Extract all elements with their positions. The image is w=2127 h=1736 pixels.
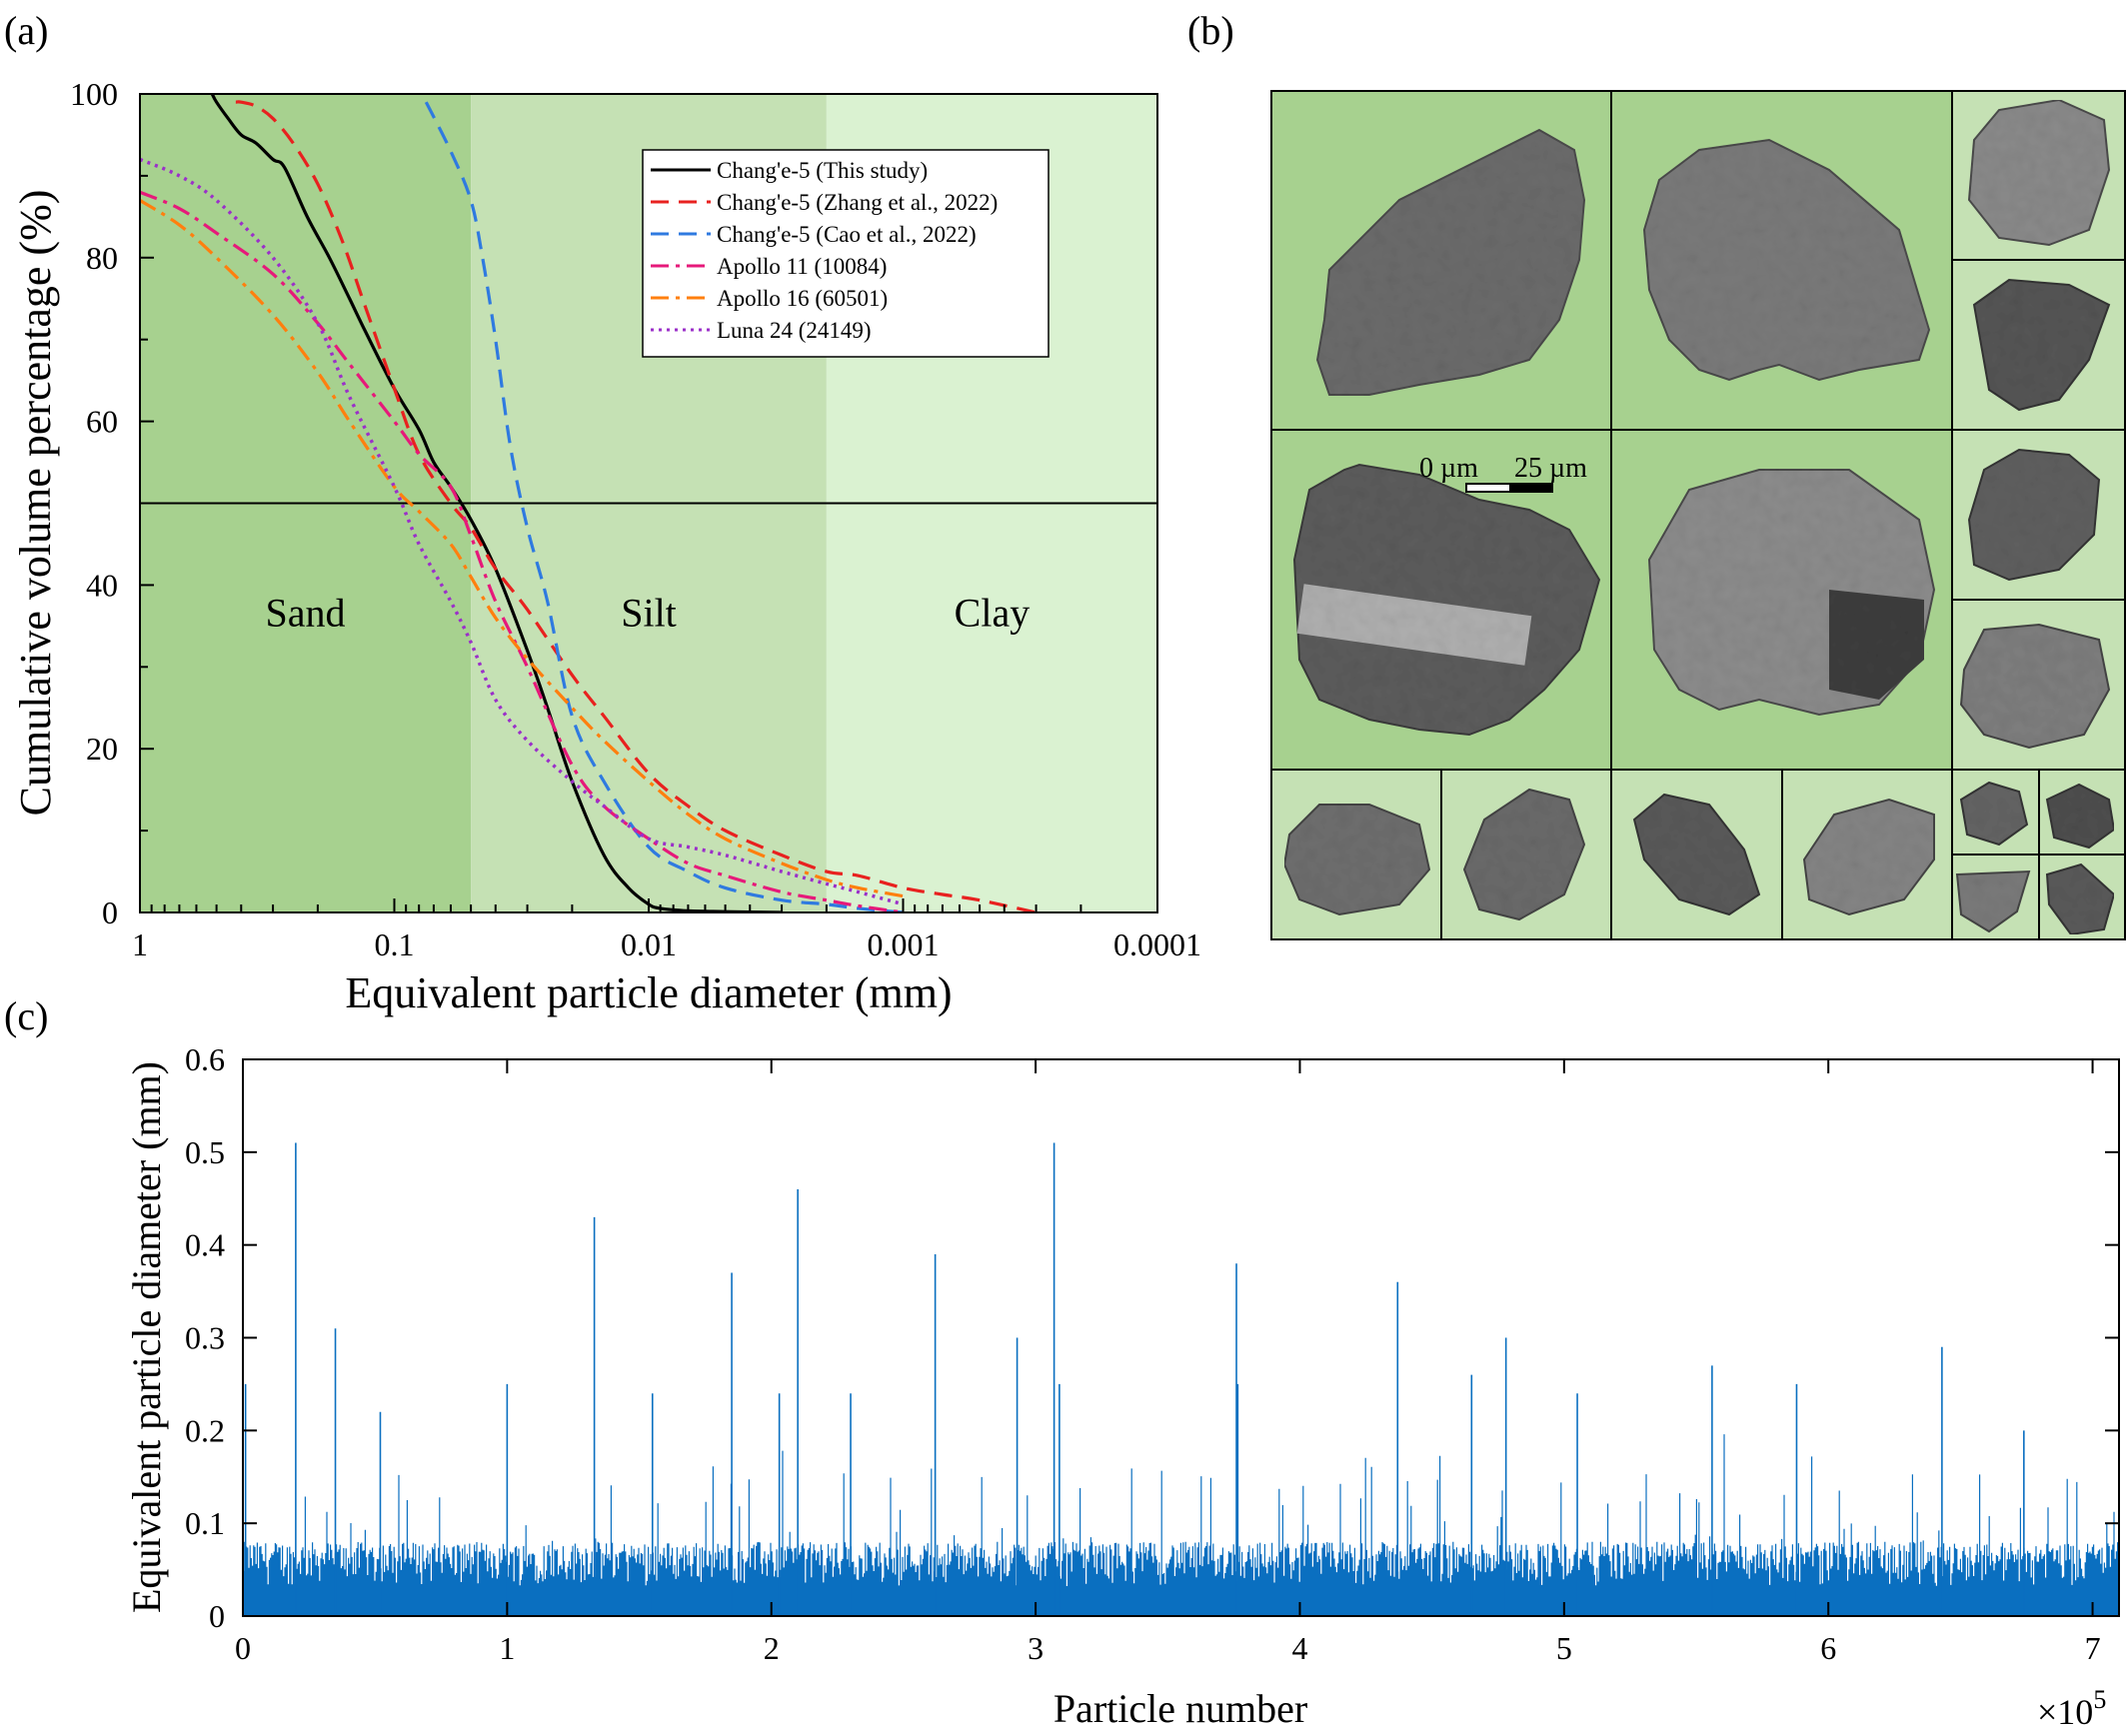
- series-line-0: [210, 94, 783, 912]
- particle-image: [1292, 463, 1601, 737]
- x-tick-label: 0.1: [375, 926, 415, 962]
- axis-ticks-c: [242, 1058, 2119, 1617]
- particle-image: [1462, 788, 1586, 921]
- axis-tick-labels-c: 0 1 2 3 4 5 6 7 0 0.1 0.2 0.3 0.4 0.5 0.6: [185, 1041, 2101, 1666]
- y-tick-label: 0.4: [185, 1227, 225, 1263]
- particle-image: [1282, 804, 1431, 916]
- x-tick-label: 0.0001: [1113, 926, 1201, 962]
- y-tick-label: 100: [70, 76, 118, 112]
- particle-dark-patch: [1829, 590, 1924, 700]
- scale-bar-label-end: 25 µm: [1514, 453, 1587, 484]
- particle-image: [1959, 781, 2029, 847]
- particle-band: [1296, 584, 1532, 666]
- y-tick-label: 80: [86, 240, 118, 276]
- y-axis-label-c: Equivalent particle diameter (mm): [124, 1061, 169, 1613]
- particle-image: [1967, 98, 2111, 247]
- scale-bar-label-start: 0 µm: [1419, 453, 1478, 484]
- x-tick-label: 0.01: [621, 926, 677, 962]
- series-lines: [140, 94, 1037, 912]
- particle-image: [1959, 623, 2111, 750]
- x-tick-label: 1: [132, 926, 148, 962]
- y-tick-label: 0.3: [185, 1320, 225, 1356]
- legend-label: Apollo 16 (60501): [717, 286, 888, 311]
- x-tick-label: 0.001: [868, 926, 940, 962]
- x-tick-label: 6: [1820, 1630, 1836, 1666]
- panel-label-b: (b): [1187, 8, 1234, 53]
- y-axis-label-a: Cumulative volume percentage (%): [11, 190, 60, 817]
- legend-label: Chang'e-5 (Cao et al., 2022): [717, 222, 977, 247]
- axis-tick-labels-a: 1 0.1 0.01 0.001 0.0001 0 20 40 60 80 100: [70, 76, 1201, 962]
- zone-label-silt: Silt: [621, 590, 677, 635]
- particle-image: [1972, 278, 2111, 412]
- particle-image-grid: 0 µm 25 µm: [1270, 90, 2126, 940]
- particle-image: [2045, 863, 2116, 936]
- x-multiplier-label: ×105: [2037, 1685, 2106, 1732]
- zone-labels: Sand Silt Clay: [266, 590, 1031, 635]
- y-tick-label: 0: [102, 894, 118, 930]
- y-tick-label: 0.2: [185, 1412, 225, 1448]
- x-tick-label: 7: [2085, 1630, 2101, 1666]
- series-line-4: [140, 199, 904, 898]
- panel-c-chart: 0 1 2 3 4 5 6 7 0 0.1 0.2 0.3 0.4 0.5 0.6 Particle num…: [124, 1041, 2120, 1732]
- particle-image: [1967, 448, 2101, 582]
- x-tick-label: 2: [764, 1630, 780, 1666]
- legend-label: Apollo 11 (10084): [717, 254, 887, 279]
- particle-image: [1802, 798, 1935, 916]
- x-axis-label-a: Equivalent particle diameter (mm): [345, 968, 952, 1017]
- zone-label-sand: Sand: [266, 590, 346, 635]
- series-line-1: [235, 100, 1037, 912]
- particle-image: [1955, 869, 2031, 933]
- particle-image: [1315, 128, 1586, 396]
- particle-image: [1632, 793, 1761, 916]
- y-tick-label: 0.5: [185, 1134, 225, 1170]
- legend-label: Luna 24 (24149): [717, 318, 872, 343]
- x-tick-label: 1: [499, 1630, 515, 1666]
- axis-ticks-a: [139, 93, 1158, 913]
- legend-label: Chang'e-5 (This study): [717, 158, 928, 183]
- x-axis-label-c: Particle number: [1054, 1686, 1307, 1731]
- y-tick-label: 60: [86, 404, 118, 440]
- panel-label-c: (c): [4, 993, 48, 1038]
- particle-image: [1642, 138, 1931, 382]
- panel-label-a: (a): [4, 8, 48, 53]
- y-tick-label: 40: [86, 567, 118, 603]
- y-tick-label: 0.6: [185, 1041, 225, 1077]
- y-tick-label: 20: [86, 731, 118, 767]
- legend-label: Chang'e-5 (Zhang et al., 2022): [717, 190, 998, 215]
- x-tick-label: 4: [1291, 1630, 1307, 1666]
- y-tick-label: 0: [209, 1598, 225, 1634]
- series-line-5: [140, 157, 904, 906]
- legend-box: [642, 149, 1050, 358]
- particle-bars: [243, 1142, 2119, 1616]
- x-tick-label: 5: [1556, 1630, 1572, 1666]
- panel-a-chart: 1 0.1 0.01 0.001 0.0001 0 20 40 60 80 100 Equivale…: [11, 76, 1201, 1017]
- series-line-3: [140, 190, 904, 912]
- bar-series: [243, 1434, 2119, 1616]
- particle-grid-lines: [1270, 90, 2126, 940]
- x-tick-label: 0: [235, 1630, 251, 1666]
- y-tick-label: 0.1: [185, 1505, 225, 1541]
- legend-a: Chang'e-5 (This study) Chang'e-5 (Zhang e…: [642, 149, 1050, 358]
- scale-bar: 0 µm 25 µm: [1419, 453, 1587, 493]
- plot-frame-c: [242, 1058, 2120, 1617]
- zone-label-clay: Clay: [955, 590, 1031, 635]
- series-line-2: [424, 101, 904, 912]
- x-tick-label: 3: [1028, 1630, 1044, 1666]
- particle-image: [2045, 783, 2116, 850]
